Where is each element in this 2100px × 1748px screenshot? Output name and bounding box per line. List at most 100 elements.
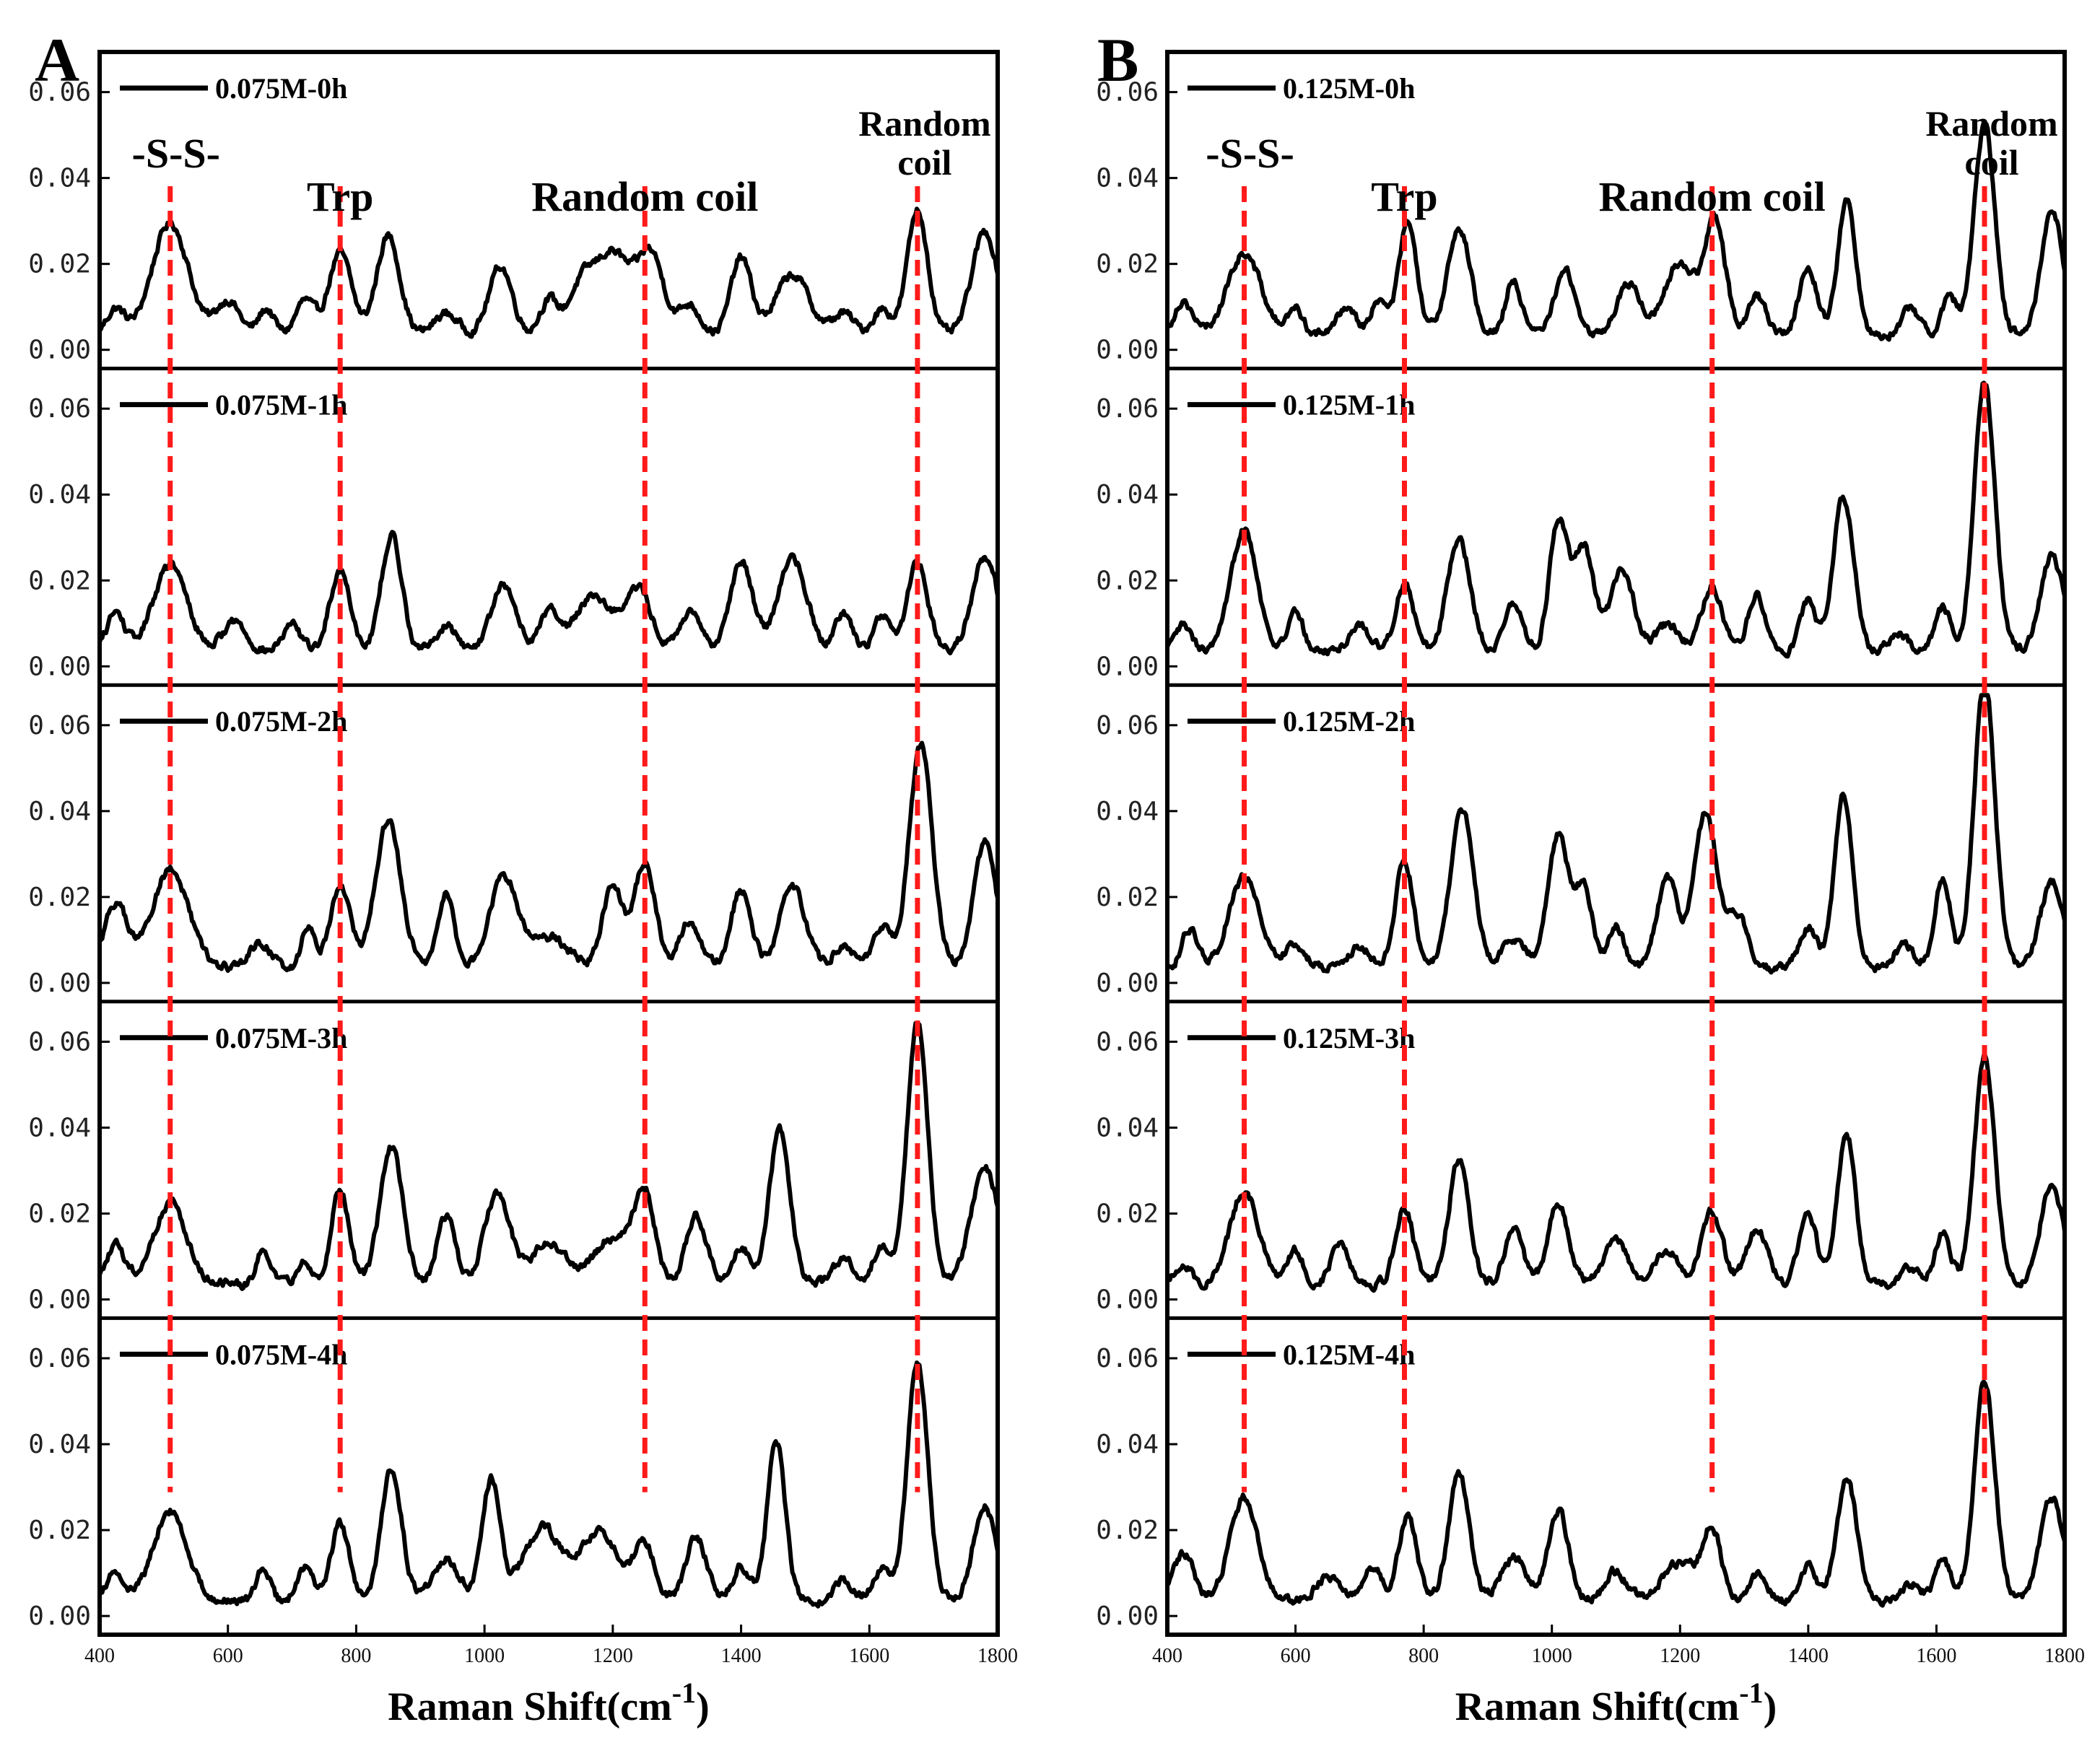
x-tick-label: 1000	[1532, 1645, 1572, 1667]
spectrum-line	[1165, 380, 2067, 659]
y-tick-label: 0.02	[28, 566, 91, 595]
spectrum-line	[98, 206, 1000, 339]
y-tick-label: 0.06	[1096, 711, 1159, 740]
annotation: Random coil	[531, 173, 758, 220]
x-axis-label-text: Raman Shift(cm	[388, 1684, 672, 1729]
subplot-0.075M-4h: 0.00 0.02 0.04 0.06 0.075M-4h	[28, 1316, 1000, 1631]
x-tick-label: 1800	[2044, 1645, 2085, 1667]
y-tick-label: 0.04	[1096, 1430, 1159, 1459]
subplot-0.125M-1h: 0.00 0.02 0.04 0.06 0.125M-1h	[1096, 367, 2067, 681]
y-tick-label: 0.04	[28, 164, 91, 193]
x-tick-label: 600	[213, 1645, 243, 1667]
annotation: coil	[1965, 142, 2019, 183]
y-tick-label: 0.02	[28, 250, 91, 279]
y-tick-label: 0.06	[1096, 394, 1159, 424]
legend-label: 0.075M-2h	[215, 705, 347, 738]
y-tick-label: 0.00	[1096, 652, 1159, 681]
legend-label: 0.075M-0h	[215, 72, 347, 105]
x-tick-label: 1800	[977, 1645, 1018, 1667]
x-tick-label: 1200	[593, 1645, 633, 1667]
y-tick-label: 0.06	[28, 394, 91, 424]
y-tick-label: 0.00	[1096, 969, 1159, 998]
x-axis-label: Raman Shift(cm-1)	[1455, 1677, 1777, 1729]
x-tick-label: 1400	[1788, 1645, 1829, 1667]
spectrum-line	[1166, 120, 2067, 342]
subplot-0.125M-0h: 0.00 0.02 0.04 0.06 0.125M-0h	[1096, 72, 2067, 365]
x-tick-label: 800	[341, 1645, 371, 1667]
x-axis-label-close: )	[1764, 1684, 1777, 1729]
spectrum-line	[1165, 1052, 2067, 1293]
legend-label: 0.075M-3h	[215, 1022, 347, 1054]
legend-label: 0.125M-0h	[1283, 72, 1415, 105]
x-tick-label: 400	[1152, 1645, 1182, 1667]
y-tick-label: 0.00	[1096, 1601, 1159, 1631]
subplot-0.075M-1h: 0.00 0.02 0.04 0.06 0.075M-1h	[28, 367, 1000, 681]
legend-label: 0.125M-3h	[1283, 1022, 1415, 1054]
y-tick-label: 0.02	[1096, 250, 1159, 279]
y-tick-label: 0.00	[28, 1601, 91, 1631]
panel-label: A	[35, 25, 79, 95]
subplot-0.125M-3h: 0.00 0.02 0.04 0.06 0.125M-3h	[1096, 1000, 2067, 1314]
y-tick-label: 0.04	[28, 797, 91, 826]
y-tick-label: 0.06	[28, 1027, 91, 1057]
legend-label: 0.075M-1h	[215, 389, 347, 421]
x-axis-label-superscript: -1	[672, 1677, 696, 1709]
annotation: Random	[858, 103, 990, 144]
subplot-0.075M-0h: 0.00 0.02 0.04 0.06 0.075M-0h	[28, 72, 1000, 365]
spectrum-line	[1165, 1379, 2067, 1608]
annotation: -S-S-	[1206, 130, 1294, 177]
annotation: Random coil	[1599, 173, 1826, 220]
spectrum-line	[97, 1021, 1000, 1291]
y-tick-label: 0.04	[28, 480, 91, 510]
legend-label: 0.125M-4h	[1283, 1338, 1415, 1371]
y-tick-label: 0.06	[1096, 78, 1159, 108]
legend-label: 0.125M-2h	[1283, 705, 1415, 738]
x-axis-label-text: Raman Shift(cm	[1455, 1684, 1740, 1729]
y-tick-label: 0.02	[1096, 566, 1159, 595]
legend-label: 0.125M-1h	[1283, 389, 1415, 421]
y-tick-label: 0.00	[28, 969, 91, 998]
y-tick-label: 0.00	[1096, 1285, 1159, 1314]
x-axis-label-close: )	[696, 1684, 710, 1729]
subplot-0.075M-3h: 0.00 0.02 0.04 0.06 0.075M-3h	[28, 1000, 1000, 1314]
annotation: Trp	[307, 173, 373, 220]
y-tick-label: 0.02	[1096, 1199, 1159, 1228]
y-tick-label: 0.00	[1096, 336, 1159, 365]
y-tick-label: 0.04	[1096, 797, 1159, 826]
y-tick-label: 0.00	[28, 652, 91, 681]
y-tick-label: 0.04	[1096, 480, 1159, 510]
spectrum-line	[1165, 693, 2067, 975]
y-tick-label: 0.02	[28, 1516, 91, 1545]
y-tick-label: 0.06	[28, 711, 91, 740]
x-tick-label: 1200	[1660, 1645, 1700, 1667]
panel-b: B0.000.020.040.06 0.125M-0h0.000.020.040.…	[1096, 25, 2085, 1729]
annotation: Trp	[1371, 173, 1437, 220]
spectrum-line	[98, 1360, 1000, 1609]
x-tick-label: 1600	[1916, 1645, 1956, 1667]
y-tick-label: 0.04	[28, 1430, 91, 1459]
annotation: coil	[897, 142, 951, 183]
y-tick-label: 0.00	[28, 336, 91, 365]
x-tick-label: 1000	[464, 1645, 505, 1667]
spectrum-line	[97, 740, 1000, 973]
y-tick-label: 0.04	[28, 1113, 91, 1142]
x-tick-label: 400	[84, 1645, 115, 1667]
y-tick-label: 0.02	[1096, 1516, 1159, 1545]
y-tick-label: 0.02	[1096, 883, 1159, 912]
plot-frame	[1165, 50, 2067, 1637]
subplot-0.125M-4h: 0.00 0.02 0.04 0.06 0.125M-4h	[1096, 1316, 2067, 1631]
subplot-0.125M-2h: 0.00 0.02 0.04 0.06 0.125M-2h	[1096, 683, 2067, 998]
y-tick-label: 0.04	[1096, 1113, 1159, 1142]
y-tick-label: 0.06	[1096, 1344, 1159, 1373]
y-tick-label: 0.06	[1096, 1027, 1159, 1057]
panel-label: B	[1097, 25, 1138, 95]
x-tick-label: 1600	[849, 1645, 889, 1667]
subplot-0.075M-2h: 0.00 0.02 0.04 0.06 0.075M-2h	[28, 683, 1000, 998]
x-tick-label: 600	[1281, 1645, 1311, 1667]
y-tick-label: 0.00	[28, 1285, 91, 1314]
y-tick-label: 0.04	[1096, 164, 1159, 193]
x-axis-label-superscript: -1	[1739, 1677, 1763, 1709]
panel-a: A0.000.020.040.06 0.075M-0h0.000.020.040.…	[28, 25, 1018, 1729]
x-tick-label: 1400	[721, 1645, 762, 1667]
